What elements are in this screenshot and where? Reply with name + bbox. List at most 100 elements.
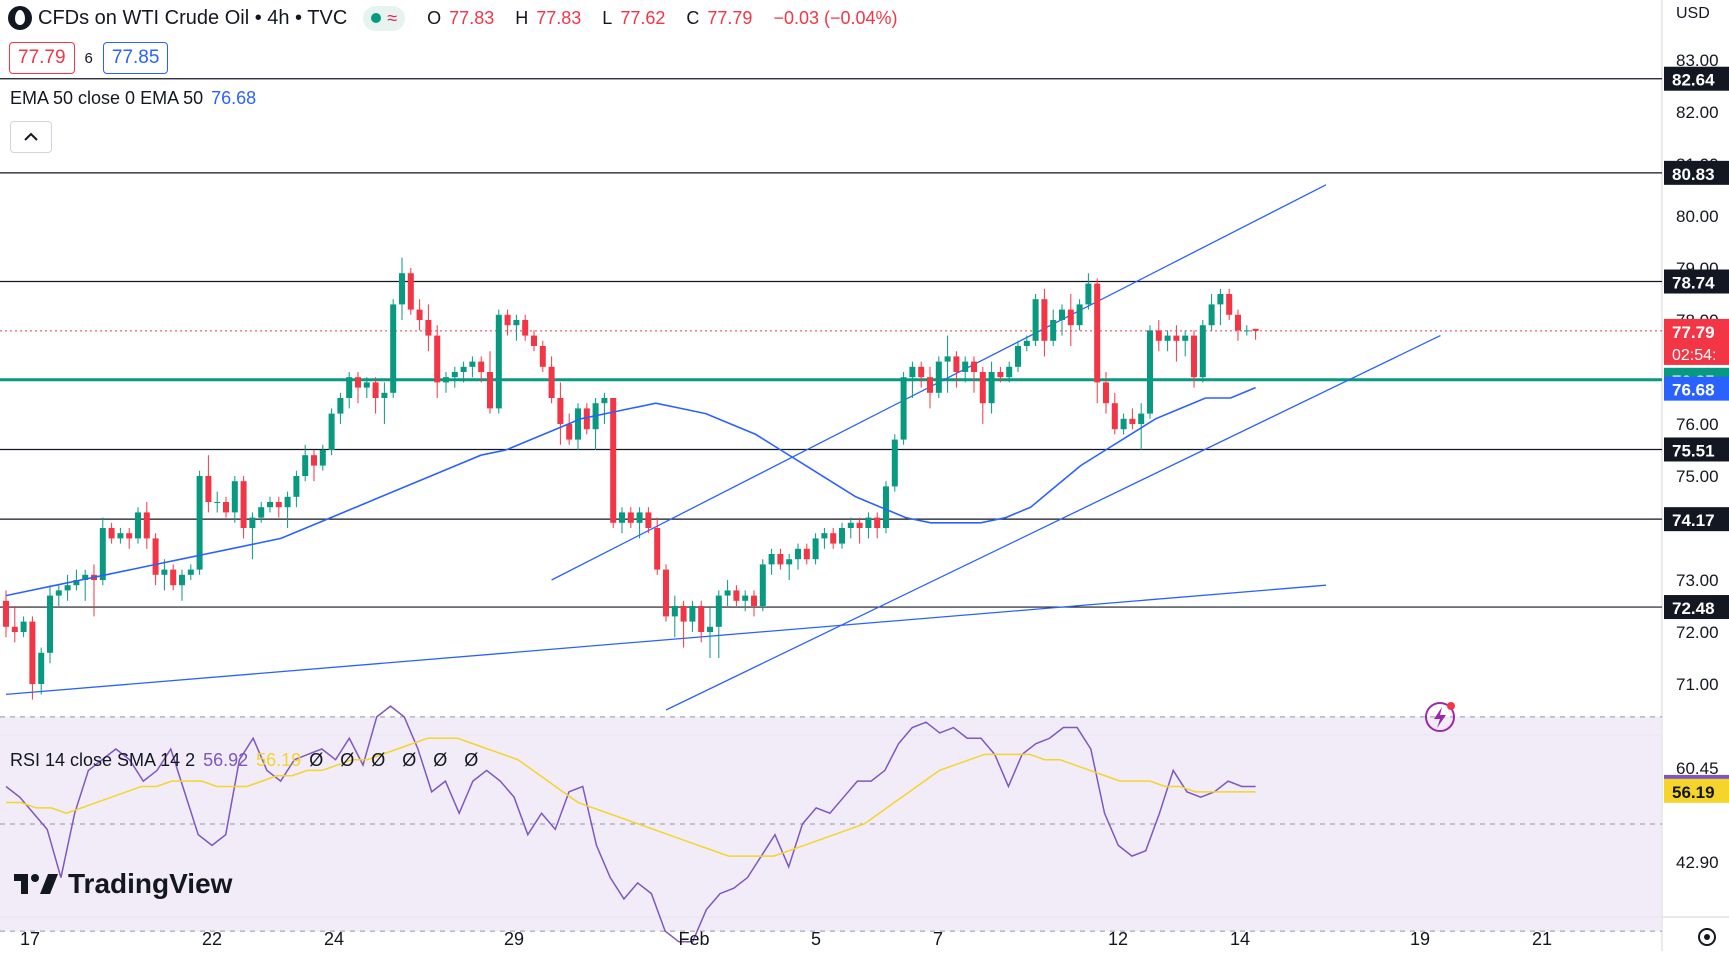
candle-body[interactable] — [988, 372, 995, 404]
candle-body[interactable] — [953, 356, 960, 372]
candle-body[interactable] — [742, 595, 749, 601]
candle-body[interactable] — [311, 455, 317, 466]
candle-body[interactable] — [724, 590, 731, 596]
candle-body[interactable] — [143, 512, 150, 539]
candle-body[interactable] — [29, 621, 36, 684]
candle-body[interactable] — [372, 382, 379, 398]
candle-body[interactable] — [601, 398, 608, 404]
candle-body[interactable] — [847, 522, 854, 528]
candle-body[interactable] — [443, 377, 449, 383]
candle-body[interactable] — [874, 517, 881, 528]
candle-body[interactable] — [1076, 304, 1083, 326]
candle-body[interactable] — [1252, 328, 1259, 331]
candle-body[interactable] — [689, 606, 696, 622]
candle-body[interactable] — [1094, 283, 1101, 383]
candle-body[interactable] — [1147, 330, 1153, 414]
candle-body[interactable] — [355, 377, 361, 388]
candle-body[interactable] — [302, 455, 309, 476]
candle-body[interactable] — [1085, 283, 1092, 305]
candle-body[interactable] — [1059, 309, 1065, 320]
candle-body[interactable] — [390, 304, 397, 393]
candle-body[interactable] — [944, 356, 951, 362]
candle-body[interactable] — [935, 361, 942, 393]
candle-body[interactable] — [812, 538, 819, 560]
candle-body[interactable] — [152, 538, 159, 575]
candle-body[interactable] — [82, 574, 89, 580]
candle-body[interactable] — [715, 595, 722, 627]
candle-body[interactable] — [654, 528, 661, 570]
candle-body[interactable] — [319, 450, 326, 466]
lightning-icon[interactable] — [1425, 702, 1455, 732]
candle-body[interactable] — [830, 533, 837, 544]
market-status-pill[interactable]: ≈ — [363, 5, 406, 31]
candle-body[interactable] — [425, 320, 432, 336]
candle-body[interactable] — [223, 502, 229, 513]
candle-body[interactable] — [55, 590, 62, 596]
trendline[interactable] — [665, 335, 1441, 711]
candle-body[interactable] — [1164, 335, 1171, 341]
candle-body[interactable] — [258, 507, 265, 518]
candle-body[interactable] — [1226, 294, 1233, 315]
candle-body[interactable] — [495, 314, 502, 409]
candle-body[interactable] — [645, 512, 652, 528]
candle-body[interactable] — [680, 606, 687, 622]
candle-body[interactable] — [786, 559, 793, 565]
settings-gear-icon[interactable] — [1698, 928, 1716, 946]
candle-body[interactable] — [531, 335, 537, 346]
ema-line[interactable] — [5, 386, 1256, 597]
candle-body[interactable] — [909, 366, 916, 378]
symbol-title[interactable]: CFDs on WTI Crude Oil • 4h • TVC — [38, 6, 348, 29]
candle-body[interactable] — [504, 314, 511, 326]
candle-body[interactable] — [214, 502, 221, 503]
candle-body[interactable] — [1067, 309, 1074, 326]
candle-body[interactable] — [284, 496, 291, 508]
candle-body[interactable] — [487, 372, 493, 409]
candle-body[interactable] — [1182, 335, 1189, 341]
candle-body[interactable] — [267, 502, 273, 508]
candle-body[interactable] — [548, 366, 555, 398]
candle-body[interactable] — [117, 533, 124, 539]
candle-body[interactable] — [883, 486, 889, 528]
candle-body[interactable] — [249, 517, 256, 528]
candle-body[interactable] — [1111, 403, 1118, 430]
candle-body[interactable] — [240, 481, 247, 528]
candle-body[interactable] — [3, 600, 9, 627]
candle-body[interactable] — [566, 424, 573, 440]
candle-body[interactable] — [1243, 330, 1250, 332]
candle-body[interactable] — [962, 361, 969, 372]
candle-body[interactable] — [1173, 335, 1180, 341]
candle-body[interactable] — [1050, 320, 1057, 341]
candle-body[interactable] — [293, 476, 300, 497]
tradingview-brand[interactable]: TradingView — [14, 868, 232, 900]
candle-body[interactable] — [20, 621, 27, 632]
sell-price-button[interactable]: 77.79 — [9, 42, 75, 74]
candle-body[interactable] — [539, 346, 546, 367]
candle-body[interactable] — [1199, 325, 1206, 378]
candle-body[interactable] — [1235, 314, 1241, 331]
candle-body[interactable] — [126, 533, 133, 539]
candle-body[interactable] — [979, 372, 986, 404]
candle-body[interactable] — [363, 382, 370, 388]
candle-body[interactable] — [1041, 299, 1048, 341]
candle-body[interactable] — [636, 512, 643, 523]
rsi-sma-line[interactable] — [6, 737, 1256, 857]
candle-body[interactable] — [135, 512, 141, 539]
candle-body[interactable] — [399, 273, 405, 305]
candle-body[interactable] — [768, 554, 775, 565]
candle-body[interactable] — [918, 366, 925, 378]
candle-body[interactable] — [73, 580, 80, 586]
candle-body[interactable] — [1032, 299, 1039, 341]
candle-body[interactable] — [777, 554, 784, 565]
candle-body[interactable] — [619, 512, 625, 523]
candle-body[interactable] — [522, 320, 529, 336]
candle-body[interactable] — [187, 569, 194, 575]
candle-body[interactable] — [610, 398, 617, 523]
candle-body[interactable] — [231, 481, 238, 513]
candle-body[interactable] — [900, 377, 907, 440]
candle-body[interactable] — [1138, 413, 1145, 424]
candle-body[interactable] — [1129, 418, 1136, 424]
candle-body[interactable] — [663, 569, 669, 617]
candle-body[interactable] — [161, 569, 168, 575]
candle-body[interactable] — [971, 361, 977, 372]
